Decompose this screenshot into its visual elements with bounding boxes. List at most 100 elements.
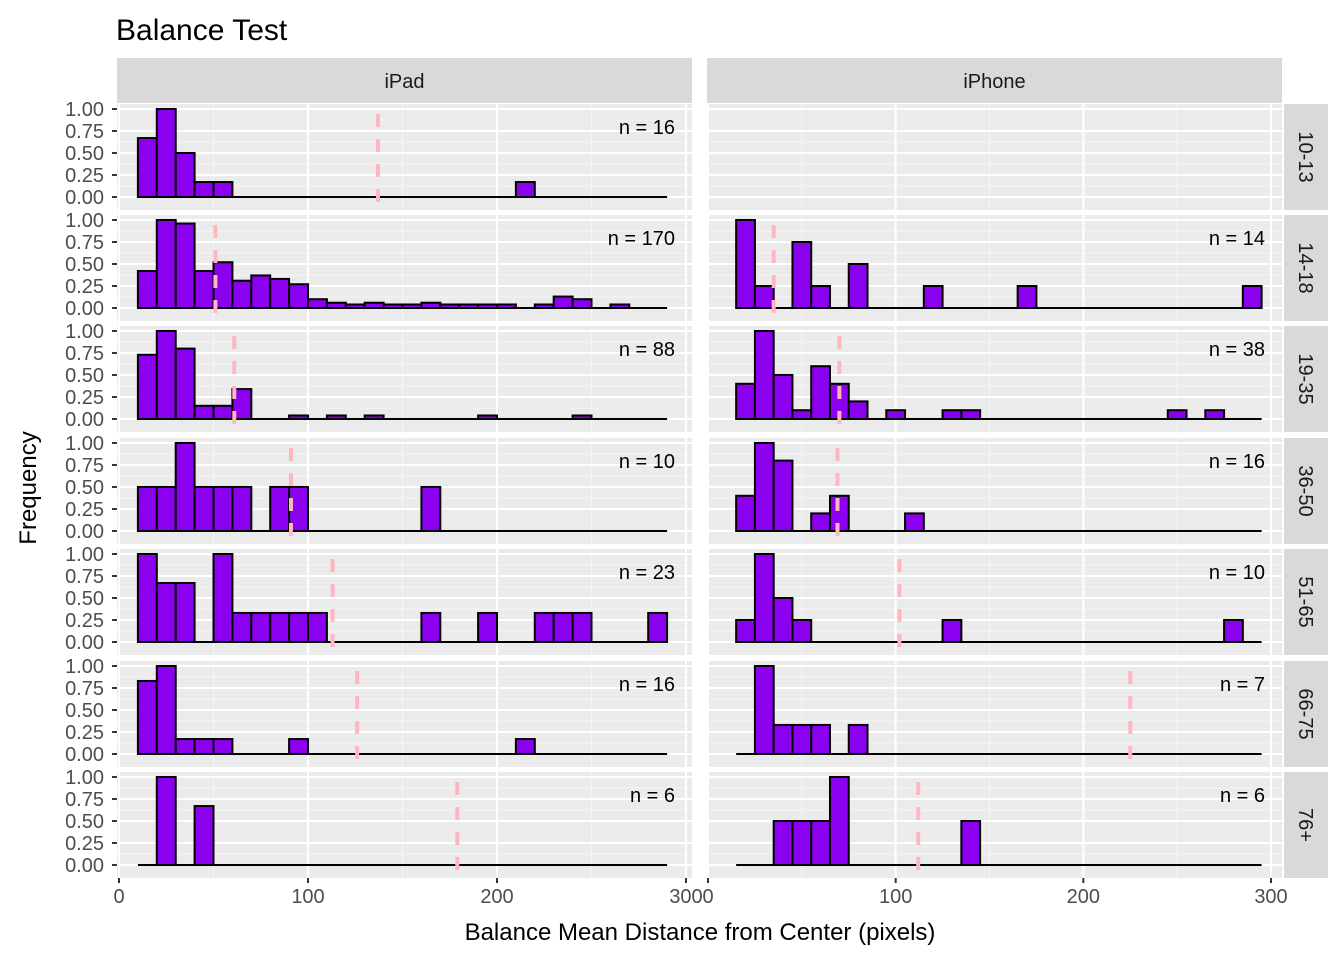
y-tick-label: 1.00 xyxy=(65,99,104,121)
facet-panel: n = 16 xyxy=(707,438,1282,544)
histogram-bar xyxy=(193,270,215,310)
sample-size-label: n = 88 xyxy=(619,339,675,361)
histogram-bar xyxy=(363,301,385,310)
y-tick-label: 0.25 xyxy=(65,165,104,187)
histogram-bar xyxy=(174,582,196,643)
histogram-bar xyxy=(791,820,813,866)
panel-background xyxy=(707,438,1282,544)
facet-panel: n = 10 xyxy=(117,438,692,544)
y-tick-label: 1.00 xyxy=(65,544,104,566)
facet-strip-iphone xyxy=(707,58,1282,103)
histogram-bar xyxy=(647,611,669,644)
y-tick-label: 0.25 xyxy=(65,833,104,855)
histogram-bar xyxy=(941,409,963,421)
sample-size-label: n = 10 xyxy=(1209,562,1265,584)
histogram-bar xyxy=(552,295,574,309)
histogram-bar xyxy=(363,414,385,421)
facet-row-strip xyxy=(1284,772,1328,878)
y-tick-label: 1.00 xyxy=(65,656,104,678)
histogram-bar xyxy=(533,611,555,644)
y-tick-label: 0.25 xyxy=(65,722,104,744)
facet-row-label: 36-50 xyxy=(1294,465,1316,516)
y-tick-label: 0.00 xyxy=(65,632,104,654)
histogram-bar xyxy=(155,108,177,198)
y-tick-label: 1.00 xyxy=(65,767,104,789)
y-tick-label: 0.00 xyxy=(65,298,104,320)
histogram-bar xyxy=(514,181,536,198)
facet-panel: n = 16 xyxy=(117,661,692,767)
facet-panel: n = 10 xyxy=(707,549,1282,655)
histogram-bar xyxy=(212,553,234,643)
facet-panels: iPad iPhone 10-13 14-18 19-35 36-50 51-65 66-75… xyxy=(65,58,1328,908)
facet-row-strip xyxy=(1284,215,1328,321)
sample-size-label: n = 16 xyxy=(1209,451,1265,473)
y-tick-label: 0.25 xyxy=(65,387,104,409)
y-tick-label: 0.50 xyxy=(65,365,104,387)
histogram-bar xyxy=(810,365,831,421)
x-axis-title: Balance Mean Distance from Center (pixel… xyxy=(465,919,936,946)
facet-row-label: 19-35 xyxy=(1294,353,1316,404)
y-tick-label: 0.50 xyxy=(65,588,104,610)
histogram-bar xyxy=(136,137,158,198)
histogram-bar xyxy=(735,382,756,420)
facet-strip-label: iPad xyxy=(384,71,424,93)
facet-row-strip xyxy=(1284,326,1328,432)
histogram-bar xyxy=(571,611,593,644)
histogram-bar xyxy=(307,611,328,644)
histogram-bar xyxy=(344,303,366,310)
y-tick-label: 0.50 xyxy=(65,700,104,722)
histogram-bar xyxy=(753,285,775,309)
panel-background xyxy=(707,104,1282,210)
y-tick-label: 0.50 xyxy=(65,254,104,276)
histogram-bar xyxy=(847,400,869,420)
x-tick-label: 200 xyxy=(480,886,513,908)
sample-size-label: n = 6 xyxy=(630,785,675,807)
histogram-bar xyxy=(193,404,215,420)
histogram-bar xyxy=(772,597,794,643)
x-tick-label: 100 xyxy=(879,886,912,908)
histogram-bar xyxy=(231,388,253,420)
facet-panel: n = 14 xyxy=(707,215,1282,321)
histogram-bar xyxy=(288,738,310,755)
histogram-bar xyxy=(477,414,499,421)
facet-row-strip xyxy=(1284,549,1328,655)
x-tick-label: 0 xyxy=(113,886,124,908)
histogram-bar xyxy=(439,303,461,310)
facet-row-strip xyxy=(1284,104,1328,210)
y-tick-label: 0.00 xyxy=(65,409,104,431)
x-tick-label: 300 xyxy=(669,886,702,908)
histogram-bar xyxy=(174,222,196,310)
histogram-bar xyxy=(609,303,631,310)
facet-panel: n = 6 xyxy=(117,772,692,878)
y-tick-label: 0.25 xyxy=(65,610,104,632)
histogram-bar xyxy=(155,582,177,643)
histogram-bar xyxy=(735,619,756,643)
histogram-bar xyxy=(772,820,794,866)
facet-panel: n = 170 xyxy=(117,215,692,321)
facet-row-strip xyxy=(1284,661,1328,767)
y-tick-label: 1.00 xyxy=(65,210,104,232)
y-tick-label: 0.25 xyxy=(65,499,104,521)
histogram-bar xyxy=(231,486,253,532)
histogram-bar xyxy=(810,512,831,533)
histogram-bar xyxy=(212,404,234,420)
y-tick-label: 0.50 xyxy=(65,143,104,165)
facet-row-label: 76+ xyxy=(1294,808,1316,842)
facet-row-label: 51-65 xyxy=(1294,576,1316,627)
y-tick-label: 0.75 xyxy=(65,232,104,254)
histogram-bar xyxy=(193,181,215,198)
y-tick-label: 1.00 xyxy=(65,433,104,455)
histogram-bar xyxy=(533,303,555,310)
y-tick-label: 0.00 xyxy=(65,744,104,766)
histogram-bar xyxy=(458,303,480,310)
histogram-bar xyxy=(1166,409,1188,421)
histogram-bar xyxy=(772,374,794,420)
facet-strip-ipad xyxy=(117,58,692,103)
histogram-bar xyxy=(382,303,404,310)
x-tick-label: 0 xyxy=(702,886,713,908)
histogram-bar xyxy=(269,486,291,532)
histogram-bar xyxy=(960,820,982,866)
histogram-bar xyxy=(571,298,593,310)
facet-row-strip xyxy=(1284,438,1328,544)
histogram-bar xyxy=(136,553,158,643)
